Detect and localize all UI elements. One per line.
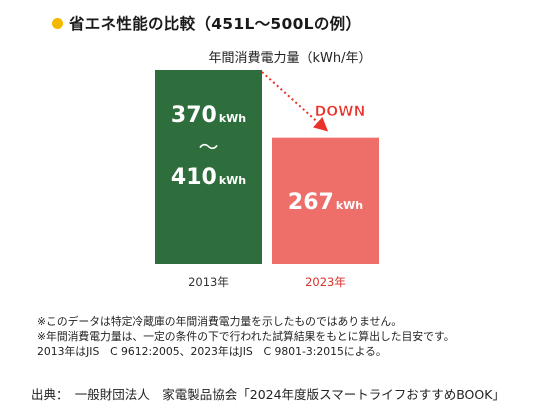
bar-2-value: 267 kWh [288, 190, 363, 215]
down-annotation: DOWN [315, 104, 366, 120]
footnote-1: ※このデータは特定冷蔵庫の年間消費電力量を示したものではありません。 [37, 315, 403, 328]
chart-title: 年間消費電力量（kWh/年） [208, 51, 371, 66]
bar-1-value-low: 370 kWh [171, 103, 246, 128]
category-label-1: 2013年 [188, 275, 229, 289]
footnotes: ※このデータは特定冷蔵庫の年間消費電力量を示したものではありません。 ※年間消費… [37, 314, 455, 359]
header: 省エネ性能の比較（451L～500Lの例） [52, 12, 361, 34]
bullet-icon [52, 17, 63, 29]
down-arrow [261, 71, 329, 132]
energy-comparison-chart: 年間消費電力量（kWh/年） 370 kWh ～ 410 kWh 2013年 267 kWh 2… [155, 51, 379, 289]
bar-1-range-separator: ～ [199, 135, 219, 159]
page-title: 省エネ性能の比較（451L～500Lの例） [69, 15, 362, 33]
footnote-2: ※年間消費電力量は、一定の条件の下で行われた試算結果をもとに算出した目安です。 [37, 330, 455, 343]
bar-1 [155, 70, 262, 264]
source-citation: 出典： 一般財団法人 家電製品協会「2024年度版スマートライフおすすめBOOK… [31, 387, 505, 402]
bar-2 [272, 137, 379, 264]
bar-1-value-high: 410 kWh [171, 165, 246, 190]
category-label-2: 2023年 [305, 275, 346, 289]
footnote-3: 2013年はJIS C 9612:2005、2023年はJIS C 9801-3… [37, 345, 387, 358]
